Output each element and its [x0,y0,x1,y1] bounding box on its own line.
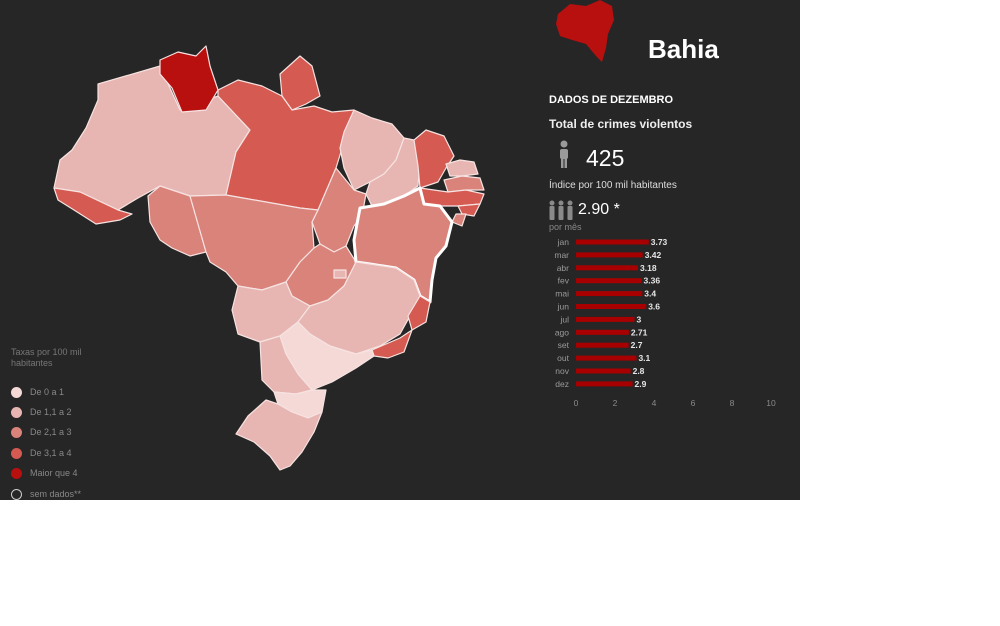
bar-value-label: 2.9 [635,379,647,389]
month-label: jun [557,302,570,312]
legend-item-3-4: De 3,1 a 4 [11,446,72,460]
state-rs[interactable] [235,399,323,471]
month-bar [576,329,629,335]
total-crimes-value: 425 [586,145,625,171]
legend-label: Maior que 4 [30,468,78,478]
month-bar [576,304,647,309]
month-label: fev [558,276,570,286]
bar-value-label: 3.18 [640,263,657,273]
state-am[interactable] [53,65,251,211]
month-bar [576,355,637,361]
index-value: 2.90 * [578,201,620,218]
legend-label: sem dados** [30,489,82,499]
bar-value-label: 3.4 [644,289,656,299]
state-al[interactable] [457,203,481,217]
legend-item-1-2: De 1,1 a 2 [11,405,72,419]
legend-title: Taxas por 100 mil habitantes [11,347,82,368]
bar-value-label: 3.42 [645,250,662,260]
month-bar [576,381,633,387]
month-label: abr [557,263,569,273]
month-bar [576,342,629,348]
month-label: set [558,340,570,350]
state-df[interactable] [333,269,347,279]
month-label: dez [555,379,569,389]
infographic-panel: Bahia DADOS DE DEZEMBRO Total de crimes … [0,0,800,500]
state-ce[interactable] [413,129,455,189]
month-label: jul [559,314,569,324]
state-es[interactable] [407,295,431,331]
legend-label: De 2,1 a 3 [30,427,72,437]
month-bar [576,368,631,374]
legend-item-no-data: sem dados** [11,487,81,500]
bar-value-label: 3 [637,314,642,324]
state-pb[interactable] [443,175,485,193]
month-bar [576,239,649,245]
month-bar [576,291,643,297]
month-bar [576,252,643,258]
legend-swatch [11,386,22,398]
legend-item-2-3: De 2,1 a 3 [11,425,72,439]
legend-label: De 3,1 a 4 [30,448,72,458]
x-tick-label: 2 [613,398,618,408]
bahia-shape-icon [556,0,614,62]
x-tick-label: 4 [652,398,657,408]
bar-value-label: 3.73 [651,237,668,247]
month-label: jan [557,237,570,247]
index-label: Índice por 100 mil habitantes [549,180,677,191]
month-label: mar [554,250,569,260]
x-tick-label: 6 [691,398,696,408]
legend-swatch [11,406,22,418]
bar-value-label: 3.1 [638,353,650,363]
legend-swatch [11,467,22,479]
month-label: ago [555,327,569,337]
x-tick-label: 8 [730,398,735,408]
month-label: nov [555,366,569,376]
per-month-label: por mês [549,222,582,232]
person-icon [560,140,568,168]
state-rn[interactable] [445,159,479,177]
legend-swatch [11,426,22,438]
month-bar [576,265,639,271]
state-mg[interactable] [297,261,421,355]
bar-value-label: 3.6 [648,302,660,312]
legend-item-over-4: Maior que 4 [11,466,78,480]
state-ro[interactable] [147,185,207,257]
total-crimes-label: Total de crimes violentos [549,117,693,131]
bar-value-label: 2.7 [631,340,643,350]
month-bar [576,316,635,322]
state-se[interactable] [451,213,467,227]
bar-value-label: 2.8 [633,366,645,376]
bar-value-label: 3.36 [644,276,661,286]
x-tick-label: 10 [766,398,776,408]
state-title: Bahia [648,34,719,64]
state-ac[interactable] [53,187,133,225]
legend-label: De 0 a 1 [30,387,65,397]
legend-swatch [11,488,22,500]
month-label: mai [555,289,569,299]
x-tick-label: 0 [574,398,579,408]
legend-item-0-1: De 0 a 1 [11,385,64,399]
brazil-map [53,45,485,471]
legend-swatch [11,447,22,459]
month-label: out [557,353,569,363]
month-title: DADOS DE DEZEMBRO [549,94,674,106]
people-icon [549,200,573,220]
bar-value-label: 2.71 [631,327,648,337]
month-bar [576,278,642,284]
legend-label: De 1,1 a 2 [30,407,72,417]
